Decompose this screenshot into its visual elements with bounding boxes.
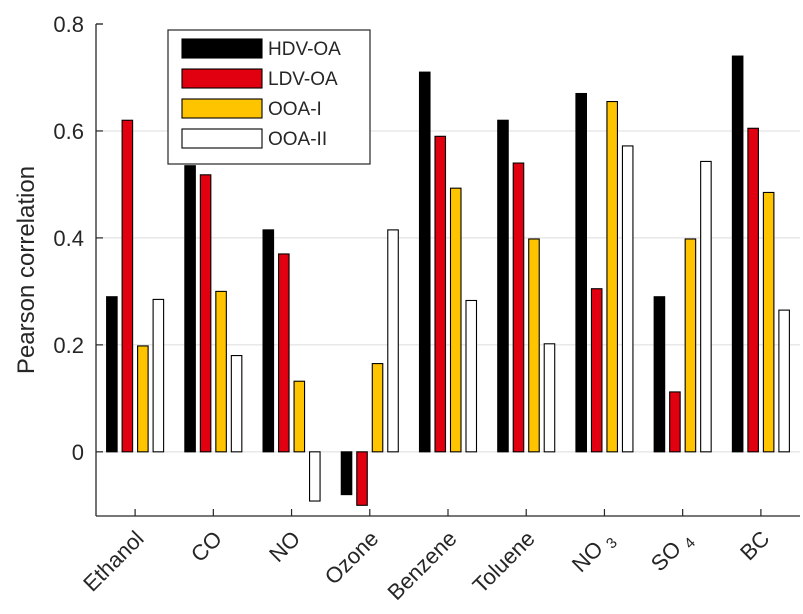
bar-ooa-ii bbox=[778, 309, 790, 453]
bar-hdv-oa bbox=[731, 55, 744, 453]
bar-ooa-ii bbox=[621, 145, 634, 453]
x-tick-label: SO4 bbox=[646, 526, 699, 579]
x-tick-label: Benzene bbox=[382, 526, 461, 605]
bar-ldv-oa bbox=[434, 135, 447, 453]
bar-ooa-ii bbox=[309, 451, 321, 502]
bar-hdv-oa bbox=[653, 296, 666, 453]
bar-ooa-ii bbox=[543, 343, 556, 453]
x-tick-label: NO bbox=[264, 526, 305, 567]
bar-hdv-oa bbox=[575, 92, 587, 453]
bar-ooa-i bbox=[606, 100, 618, 453]
x-tick-label: Ethanol bbox=[78, 526, 148, 596]
bar-ldv-oa bbox=[121, 119, 134, 453]
legend-swatch bbox=[181, 98, 263, 119]
bar-ldv-oa bbox=[590, 288, 603, 453]
legend-label: LDV-OA bbox=[268, 69, 338, 90]
bar-ldv-oa bbox=[199, 174, 212, 453]
bar-ooa-ii bbox=[230, 355, 243, 453]
legend-swatch bbox=[181, 38, 263, 59]
bar-ldv-oa bbox=[278, 253, 290, 453]
bar-ooa-ii bbox=[700, 160, 712, 453]
x-tick-label: Ozone bbox=[320, 526, 384, 590]
bar-ooa-ii bbox=[152, 298, 165, 453]
bar-ooa-ii bbox=[465, 299, 478, 453]
bar-ooa-i bbox=[137, 345, 149, 453]
bar-ooa-i bbox=[215, 290, 227, 453]
x-tick-label: NO3 bbox=[567, 526, 621, 580]
legend-label: OOA-I bbox=[268, 99, 322, 120]
bar-ooa-i bbox=[371, 363, 384, 453]
bar-hdv-oa bbox=[106, 296, 118, 453]
y-tick-label: 0.8 bbox=[53, 12, 84, 37]
y-tick-label: 0 bbox=[72, 440, 84, 465]
legend-label: OOA-II bbox=[268, 129, 327, 150]
bar-hdv-oa bbox=[497, 119, 509, 453]
bar-hdv-oa bbox=[340, 451, 353, 496]
bar-ldv-oa bbox=[512, 162, 525, 453]
bar-ooa-ii bbox=[387, 229, 399, 453]
bars bbox=[106, 55, 790, 506]
y-axis-label: Pearson correlation bbox=[13, 166, 40, 374]
bar-ooa-i bbox=[528, 238, 540, 453]
x-tick-label: CO bbox=[186, 526, 227, 567]
bar-ldv-oa bbox=[669, 391, 681, 453]
y-tick-label: 0.6 bbox=[53, 119, 84, 144]
bar-hdv-oa bbox=[184, 165, 196, 453]
legend-swatch bbox=[181, 68, 263, 89]
bar-ooa-i bbox=[684, 238, 697, 453]
legend: HDV-OA LDV-OA OOA-I OOA-II bbox=[167, 29, 371, 165]
bar-ooa-i bbox=[293, 380, 306, 453]
y-tick-label: 0.2 bbox=[53, 333, 84, 358]
x-tick-label: BC bbox=[735, 526, 774, 565]
y-tick-label: 0.4 bbox=[53, 226, 84, 251]
bar-ldv-oa bbox=[747, 127, 759, 453]
legend-label: HDV-OA bbox=[268, 39, 341, 60]
bar-hdv-oa bbox=[262, 229, 275, 453]
bar-hdv-oa bbox=[418, 71, 431, 453]
bar-ooa-i bbox=[762, 191, 775, 453]
bar-ldv-oa bbox=[356, 451, 368, 506]
x-tick-label: Toluene bbox=[468, 526, 540, 598]
axes bbox=[95, 23, 800, 517]
legend-swatch bbox=[181, 128, 263, 149]
bar-ooa-i bbox=[449, 187, 462, 453]
